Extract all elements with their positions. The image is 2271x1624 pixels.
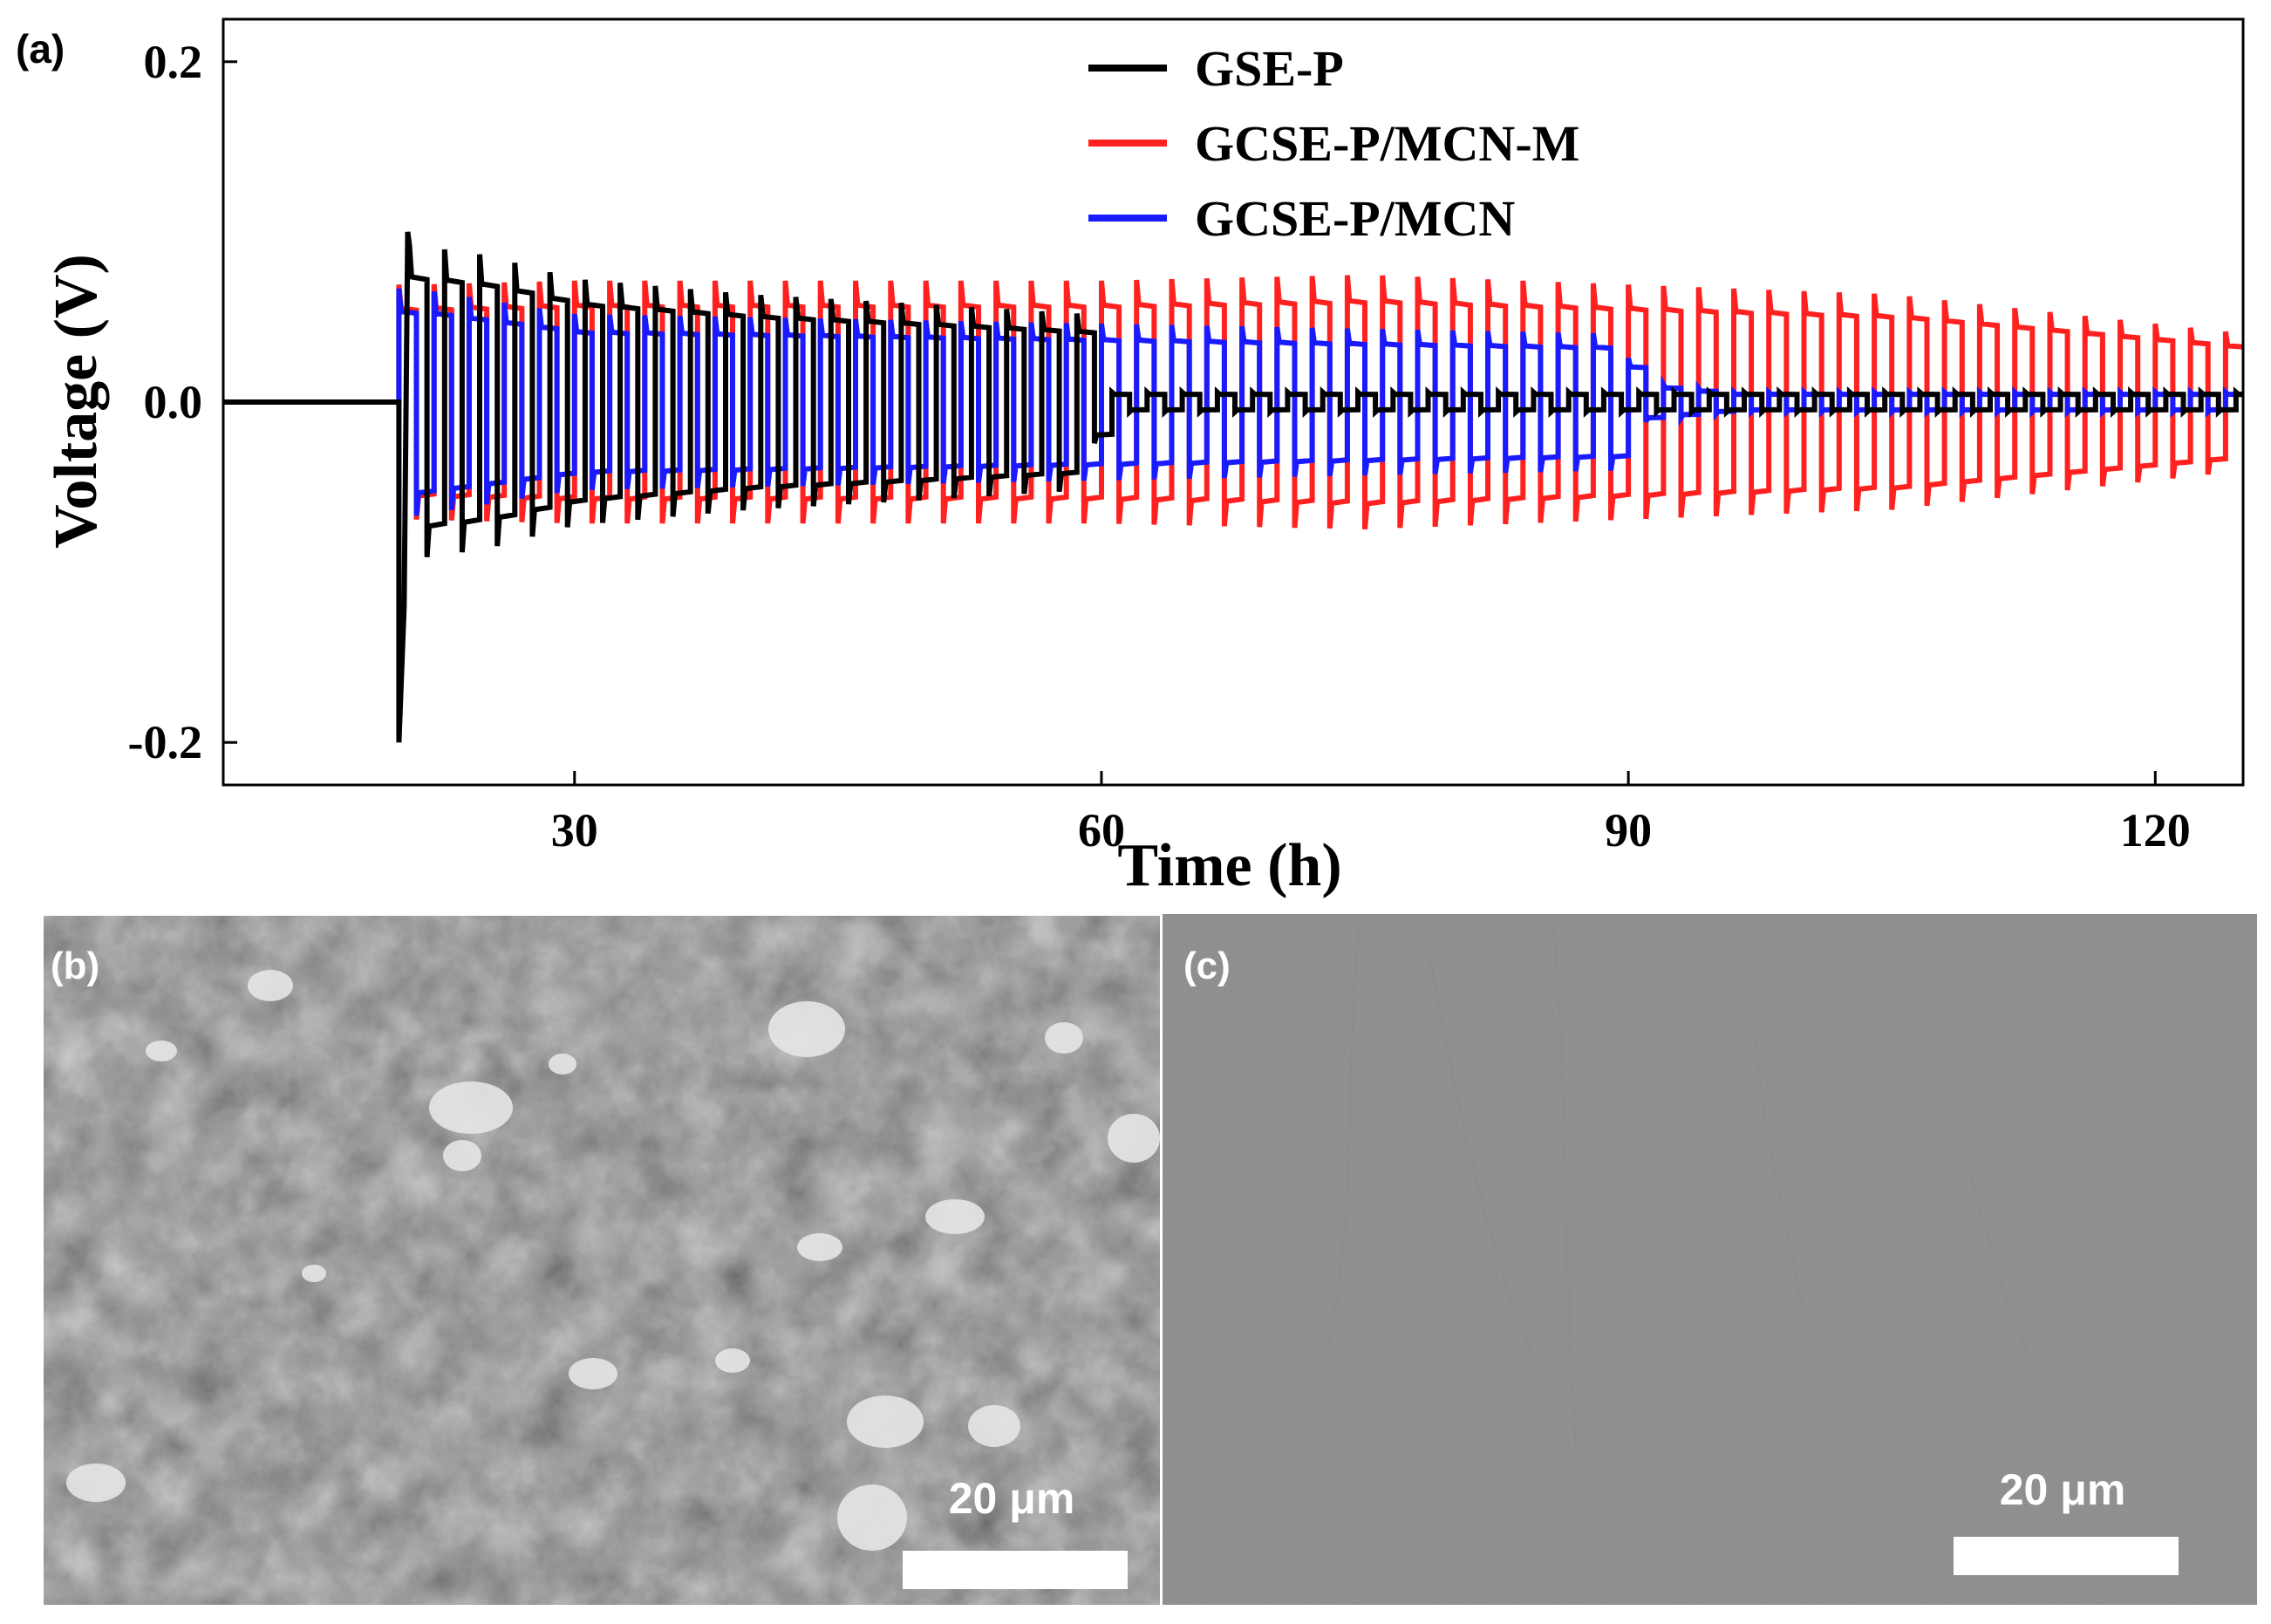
- x-axis-ticks: 30 60 90 120: [551, 771, 2191, 856]
- legend-label-gse-p: GSE-P: [1195, 40, 1344, 97]
- x-tick-label: 120: [2120, 804, 2191, 856]
- panel-label-b: (b): [51, 945, 99, 987]
- y-tick-label: 0.0: [144, 376, 203, 428]
- scale-bar-label-b: 20 μm: [949, 1474, 1075, 1523]
- series-line-gse-p: [223, 231, 2243, 743]
- x-tick-label: 60: [1078, 804, 1125, 856]
- scale-bar-label-c: 20 μm: [2000, 1465, 2126, 1514]
- panel-c-sem-image: (c) 20 μm: [1163, 914, 2257, 1605]
- series-layer: [223, 231, 2243, 743]
- sem-streaks-c: [1325, 915, 2033, 1484]
- sem-image-rough-surface: [44, 916, 1160, 1605]
- y-tick-label: -0.2: [128, 716, 202, 768]
- x-axis-title: Time (h): [1117, 832, 1341, 899]
- x-tick-label: 90: [1605, 804, 1652, 856]
- series-line-gcse-p-mcn: [223, 288, 2243, 516]
- sem-particles-b: [66, 970, 1160, 1551]
- panel-label-a: (a): [16, 26, 65, 72]
- scale-bar-b: [903, 1551, 1128, 1589]
- legend-label-gcse-p-mcn-m: GCSE-P/MCN-M: [1195, 115, 1579, 172]
- sem-image-smooth-surface: [1163, 914, 2257, 1605]
- panel-b-sem-image: (b) 20 μm: [44, 916, 1160, 1605]
- y-axis-ticks: -0.2 0.0 0.2: [128, 36, 237, 768]
- x-tick-label: 30: [551, 804, 598, 856]
- legend-label-gcse-p-mcn: GCSE-P/MCN: [1195, 190, 1515, 247]
- panel-a-chart: (a) -0.2 0.0 0.2 30 60 90 120 Time (h) Voltag…: [16, 17, 2245, 899]
- y-axis-title: Voltage (V): [43, 254, 110, 549]
- legend: GSE-P GCSE-P/MCN-M GCSE-P/MCN: [1088, 40, 1579, 247]
- y-tick-label: 0.2: [144, 36, 203, 88]
- scale-bar-c: [1954, 1537, 2179, 1575]
- panel-label-c: (c): [1183, 945, 1231, 987]
